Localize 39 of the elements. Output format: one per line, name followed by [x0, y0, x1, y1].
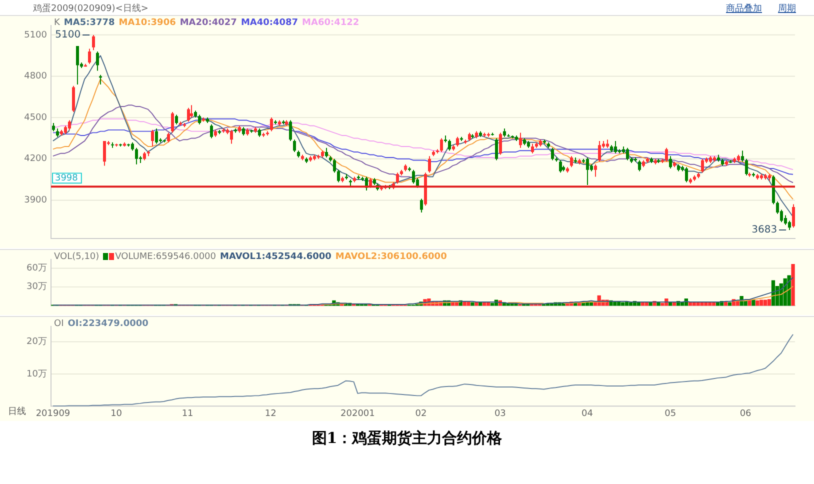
text: MAVOL1:452544.6000	[220, 252, 332, 262]
y-tick-label: 4200	[24, 154, 48, 164]
x-tick-label: 06	[740, 409, 752, 419]
text: MA10:3906	[118, 18, 176, 28]
text: MA20:4027	[180, 18, 237, 28]
x-tick-label: 201909	[36, 409, 70, 419]
x-tick-label: 10	[110, 409, 122, 419]
legend-title: OI	[54, 319, 64, 329]
text: 日线	[8, 406, 26, 418]
x-tick-label: 03	[494, 409, 506, 419]
text: MAVOL2:306100.6000	[335, 252, 447, 262]
x-tick-label: 202001	[340, 409, 375, 419]
text: MA5:3778	[64, 18, 115, 28]
y-tick-label: 20万	[26, 337, 47, 348]
y-tick-label: 10万	[26, 369, 47, 380]
text: OI:223479.0000	[68, 319, 148, 329]
x-tick-label: 02	[415, 409, 427, 419]
y-tick-label: 3900	[24, 195, 48, 206]
y-tick-label: 5100	[24, 30, 48, 40]
y-tick-label: 30万	[26, 282, 47, 292]
legend-title: K	[54, 18, 60, 28]
annotation: 5100	[55, 30, 81, 41]
y-tick-label: 4500	[24, 112, 48, 123]
legend-title: VOL(5,10)	[54, 252, 100, 262]
x-tick-label: 12	[264, 409, 276, 419]
text: 图1：鸡蛋期货主力合约价格	[310, 429, 504, 448]
ref-line-label: 3998	[55, 174, 78, 184]
chart-subtitle: 鸡蛋2009(020909)<日线>	[33, 2, 148, 15]
text: 周期	[778, 4, 796, 14]
y-tick-label: 60万	[26, 263, 47, 274]
x-tick-label: 11	[182, 409, 194, 419]
text: MA40:4087	[240, 18, 298, 28]
y-tick-label: 4800	[24, 72, 48, 82]
legend-label: VOLUME:659546.0000	[115, 252, 216, 262]
text: MA60:4122	[302, 18, 360, 28]
x-tick-label: 05	[664, 409, 676, 419]
text: 商品叠加	[726, 4, 762, 14]
annotation: 3683	[752, 224, 778, 236]
x-tick-label: 04	[582, 409, 594, 419]
